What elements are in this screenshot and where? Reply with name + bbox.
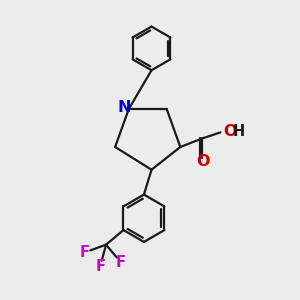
Text: O: O [223, 124, 236, 139]
Text: F: F [95, 259, 105, 274]
Text: O: O [196, 154, 209, 169]
Text: F: F [80, 245, 90, 260]
Text: F: F [116, 255, 126, 270]
Text: H: H [233, 124, 245, 139]
Text: N: N [118, 100, 131, 115]
